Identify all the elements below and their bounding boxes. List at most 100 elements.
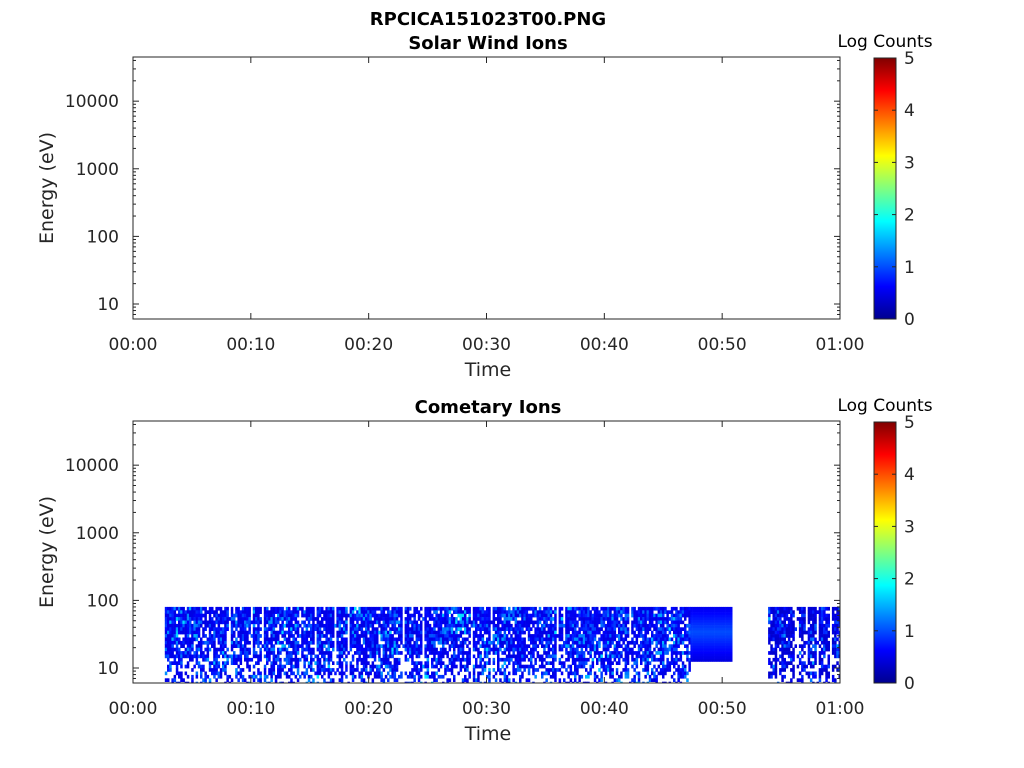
spectrogram-cell (670, 610, 674, 614)
spectrogram-cell (191, 623, 194, 628)
spectrogram-cell (468, 640, 471, 645)
spectrogram-cell (215, 661, 218, 665)
spectrogram-cell (843, 678, 846, 682)
spectrogram-cell (604, 606, 608, 611)
spectrogram-cell (312, 668, 315, 672)
spectrogram-cell (668, 664, 672, 669)
spectrogram-cell (508, 661, 511, 665)
spectrogram-cell (637, 671, 641, 676)
spectrogram-cell (318, 627, 322, 631)
spectrogram-cell (409, 640, 412, 645)
spectrogram-cell (501, 681, 504, 683)
spectrogram-cell (677, 613, 680, 618)
spectrogram-cell (818, 674, 822, 679)
spectrogram-cell (503, 657, 507, 662)
spectrogram-cell (279, 623, 282, 628)
spectrogram-cell (629, 640, 632, 645)
spectrogram-cell (783, 664, 786, 669)
spectrogram-cell (442, 613, 445, 618)
spectrogram-cell (431, 674, 434, 679)
spectrogram-cell (393, 610, 397, 614)
spectrogram-cell (442, 606, 445, 611)
spectrogram-cell (191, 644, 194, 648)
spectrogram-cell (191, 678, 194, 682)
spectrogram-cell (567, 671, 570, 676)
spectrogram-cell (307, 674, 311, 679)
spectrogram-cell (620, 630, 623, 635)
spectrogram-cell (387, 664, 390, 669)
spectrogram-cell (226, 647, 229, 652)
spectrogram-cell (598, 620, 601, 625)
spectrogram-cell (266, 661, 269, 665)
spectrogram-cell (651, 657, 654, 662)
spectrogram-cell (387, 617, 390, 621)
spectrogram-cell (167, 678, 170, 682)
spectrogram-cell (499, 630, 502, 635)
spectrogram-cell (569, 644, 573, 648)
spectrogram-cell (186, 610, 190, 614)
spectrogram-cell (305, 640, 309, 645)
spectrogram-cell (475, 617, 478, 621)
spectrogram-cell (415, 637, 419, 642)
spectrogram-cell (547, 661, 551, 665)
spectrogram-cell (426, 634, 430, 638)
spectrogram-cell (768, 671, 771, 676)
colorbar-tick-label: 1 (904, 622, 915, 642)
spectrogram-cell (244, 606, 247, 611)
spectrogram-cell (580, 661, 584, 665)
spectrogram-cell (255, 640, 258, 645)
spectrogram-cell (825, 671, 828, 676)
spectrogram-cell (391, 654, 394, 659)
spectrogram-cell (290, 644, 293, 648)
spectrogram-cell (624, 664, 628, 669)
spectrogram-cell (191, 640, 194, 645)
spectrogram-cell (816, 610, 819, 614)
spectrogram-cell (191, 654, 194, 659)
spectrogram-cell (422, 617, 425, 621)
spectrogram-cell (514, 634, 518, 638)
spectrogram-cell (712, 617, 715, 621)
spectrogram-cell (191, 634, 194, 638)
spectrogram-cell (215, 668, 218, 672)
spectrogram-cell (781, 606, 784, 611)
spectrogram-cell (690, 622, 693, 626)
spectrogram-cell (329, 630, 333, 635)
spectrogram-cell (712, 630, 715, 634)
spectrogram-cell (481, 640, 485, 645)
spectrogram-cell (257, 678, 260, 682)
spectrogram-cell (646, 623, 650, 628)
spectrogram-cell (285, 630, 289, 635)
spectrogram-cell (505, 657, 509, 662)
spectrogram-cell (714, 625, 718, 628)
spectrogram-cell (818, 620, 822, 625)
spectrogram-cell (349, 644, 353, 648)
spectrogram-cell (514, 654, 518, 659)
spectrogram-cell (358, 657, 361, 662)
spectrogram-cell (521, 606, 524, 611)
spectrogram-cell (576, 630, 579, 635)
spectrogram-cell (457, 654, 460, 659)
spectrogram-cell (602, 613, 606, 618)
spectrogram-cell (356, 637, 359, 642)
spectrogram-cell (820, 640, 824, 645)
spectrogram-cell (642, 640, 645, 645)
spectrogram-cell (814, 640, 817, 645)
spectrogram-cell (716, 627, 720, 631)
spectrogram-cell (710, 609, 713, 613)
spectrogram-cell (679, 610, 683, 614)
spectrogram-cell (653, 674, 656, 679)
spectrogram-cell (494, 610, 498, 614)
spectrogram-cell (578, 627, 581, 631)
spectrogram-cell (710, 640, 713, 644)
spectrogram-cell (554, 671, 557, 676)
spectrogram-cell (560, 617, 564, 621)
spectrogram-cell (525, 644, 529, 648)
spectrogram-cell (189, 644, 192, 648)
spectrogram-cell (492, 620, 496, 625)
spectrogram-cell (307, 617, 311, 621)
spectrogram-cell (455, 634, 458, 638)
spectrogram-cell (655, 630, 658, 635)
spectrogram-cell (787, 651, 791, 655)
spectrogram-cell (600, 654, 603, 659)
spectrogram-cell (580, 613, 584, 618)
